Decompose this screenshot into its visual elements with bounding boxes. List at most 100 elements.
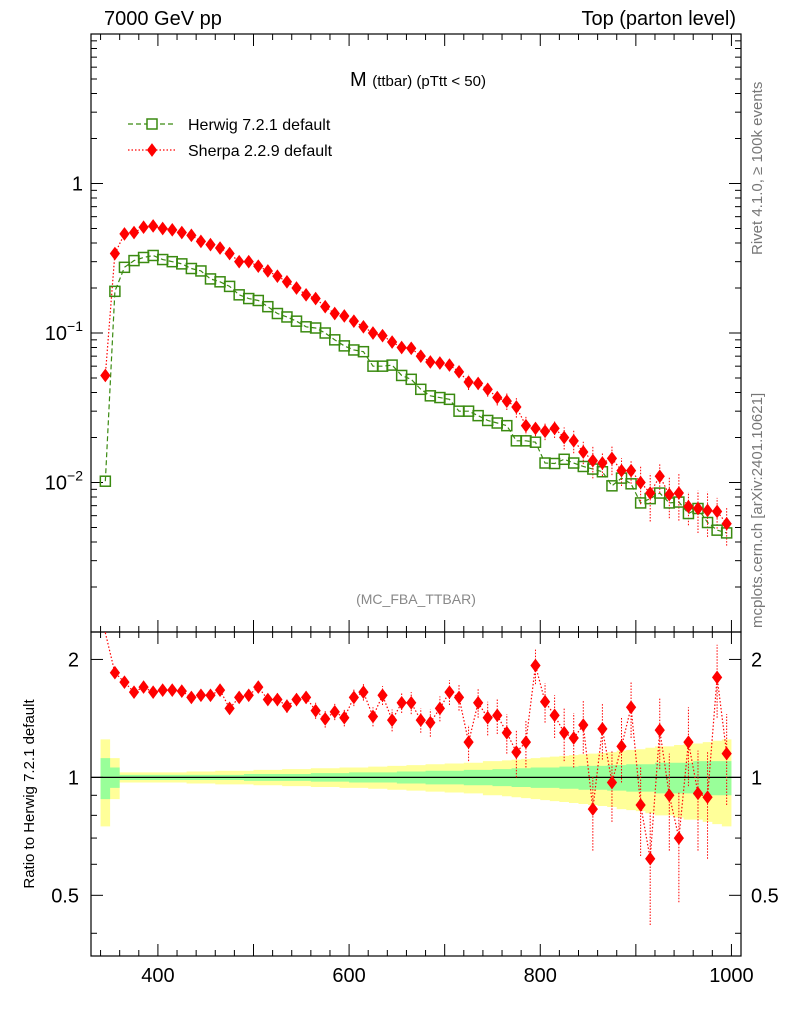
ratio-marker xyxy=(310,703,321,718)
analysis-watermark: (MC_FBA_TTBAR) xyxy=(356,591,476,607)
sherpa-marker xyxy=(109,246,121,261)
sherpa-marker xyxy=(186,228,197,243)
sherpa-marker xyxy=(224,246,235,261)
ratio-marker xyxy=(386,713,398,727)
herwig-marker xyxy=(472,409,484,422)
herwig-marker xyxy=(558,453,570,466)
ratio-marker xyxy=(157,683,168,697)
herwig-marker xyxy=(606,480,618,492)
sherpa-marker xyxy=(138,220,149,235)
herwig-marker xyxy=(329,334,341,346)
sherpa-marker xyxy=(291,281,302,295)
ratio-marker xyxy=(492,708,503,723)
ratio-marker xyxy=(501,725,512,740)
herwig-marker xyxy=(176,258,188,270)
ratio-marker xyxy=(224,701,235,716)
herwig-marker xyxy=(386,359,398,371)
ratio-marker xyxy=(625,700,637,715)
ratio-marker xyxy=(692,786,704,801)
herwig-marker xyxy=(281,311,293,323)
ratio-marker xyxy=(539,694,551,709)
sherpa-marker xyxy=(396,340,407,355)
x-tick-label: 400 xyxy=(141,965,174,987)
ratio-marker xyxy=(711,670,723,685)
sherpa-marker xyxy=(195,234,207,249)
herwig-marker xyxy=(223,280,236,293)
sherpa-marker xyxy=(262,264,273,278)
ratio-marker xyxy=(654,723,665,737)
sherpa-marker xyxy=(587,453,598,468)
sherpa-marker xyxy=(664,487,675,502)
herwig-marker xyxy=(338,340,351,352)
sherpa-marker xyxy=(367,326,379,340)
ratio-marker xyxy=(281,699,293,713)
legend-label-sherpa: Sherpa 2.2.9 default xyxy=(188,143,333,160)
ratio-marker xyxy=(205,688,216,703)
sherpa-marker xyxy=(415,349,426,363)
ratio-marker xyxy=(530,658,541,673)
ratio-marker xyxy=(549,708,560,723)
ratio-marker xyxy=(348,690,359,705)
ratio-marker xyxy=(329,704,340,719)
sherpa-marker xyxy=(606,451,618,466)
herwig-marker xyxy=(529,436,542,448)
ratio-marker xyxy=(320,712,331,726)
chart-title: M (ttbar) (pTtt < 50) xyxy=(350,69,486,91)
ratio-marker xyxy=(396,695,407,710)
y-tick-label: 1 xyxy=(72,174,83,196)
ratio-marker xyxy=(128,685,140,700)
sherpa-marker xyxy=(310,291,321,306)
ratio-marker xyxy=(606,775,618,790)
ratio-marker xyxy=(167,683,178,697)
ratio-y-tick-label-right: 2 xyxy=(751,649,762,671)
y-tick-label: 10−1 xyxy=(45,318,83,345)
sherpa-marker xyxy=(511,400,522,414)
ratio-marker xyxy=(300,690,312,705)
sherpa-marker xyxy=(673,486,684,500)
legend-label-herwig: Herwig 7.2.1 default xyxy=(188,117,331,134)
sherpa-marker xyxy=(702,503,713,518)
ratio-band-inner xyxy=(100,758,732,800)
ratio-marker xyxy=(138,680,149,694)
ratio-marker xyxy=(453,690,465,705)
ratio-marker xyxy=(578,718,589,732)
ratio-line-sherpa xyxy=(104,632,728,859)
sherpa-marker xyxy=(339,309,350,323)
herwig-marker xyxy=(252,294,265,307)
sherpa-marker xyxy=(635,475,646,490)
sherpa-marker xyxy=(434,356,446,370)
herwig-marker xyxy=(109,285,121,298)
x-tick-label: 1000 xyxy=(709,965,754,987)
ratio-marker xyxy=(406,695,417,710)
sherpa-marker xyxy=(157,221,168,236)
legend-marker-sherpa xyxy=(146,143,158,157)
sherpa-marker xyxy=(348,314,359,328)
sherpa-marker xyxy=(721,516,732,531)
ratio-marker xyxy=(195,688,207,703)
sherpa-marker xyxy=(358,319,369,334)
sherpa-marker xyxy=(616,463,627,478)
sherpa-marker xyxy=(214,241,226,255)
ratio-marker xyxy=(664,788,675,803)
ratio-marker xyxy=(377,688,388,703)
ratio-marker xyxy=(176,684,187,698)
ratio-marker xyxy=(339,710,350,725)
ratio-marker xyxy=(473,695,484,710)
sherpa-marker xyxy=(683,499,694,514)
herwig-marker xyxy=(137,251,150,264)
sherpa-marker xyxy=(453,364,465,379)
header-right: Top (parton level) xyxy=(581,8,736,30)
ratio-y-tick-label: 1 xyxy=(68,767,79,789)
sherpa-marker xyxy=(463,375,474,389)
ratio-marker xyxy=(635,798,646,812)
ratio-panel: 400 600 800 1000 2 2 1 1 0.5 0.5 Ratio to Herwig 7… xyxy=(21,631,779,987)
ratio-marker xyxy=(234,690,245,705)
ratio-marker xyxy=(358,685,369,700)
ratio-marker xyxy=(425,715,436,730)
herwig-marker xyxy=(195,265,207,277)
ratio-marker xyxy=(520,735,532,749)
sherpa-marker xyxy=(711,504,723,519)
ratio-frame xyxy=(90,631,742,957)
herwig-marker xyxy=(147,249,159,262)
